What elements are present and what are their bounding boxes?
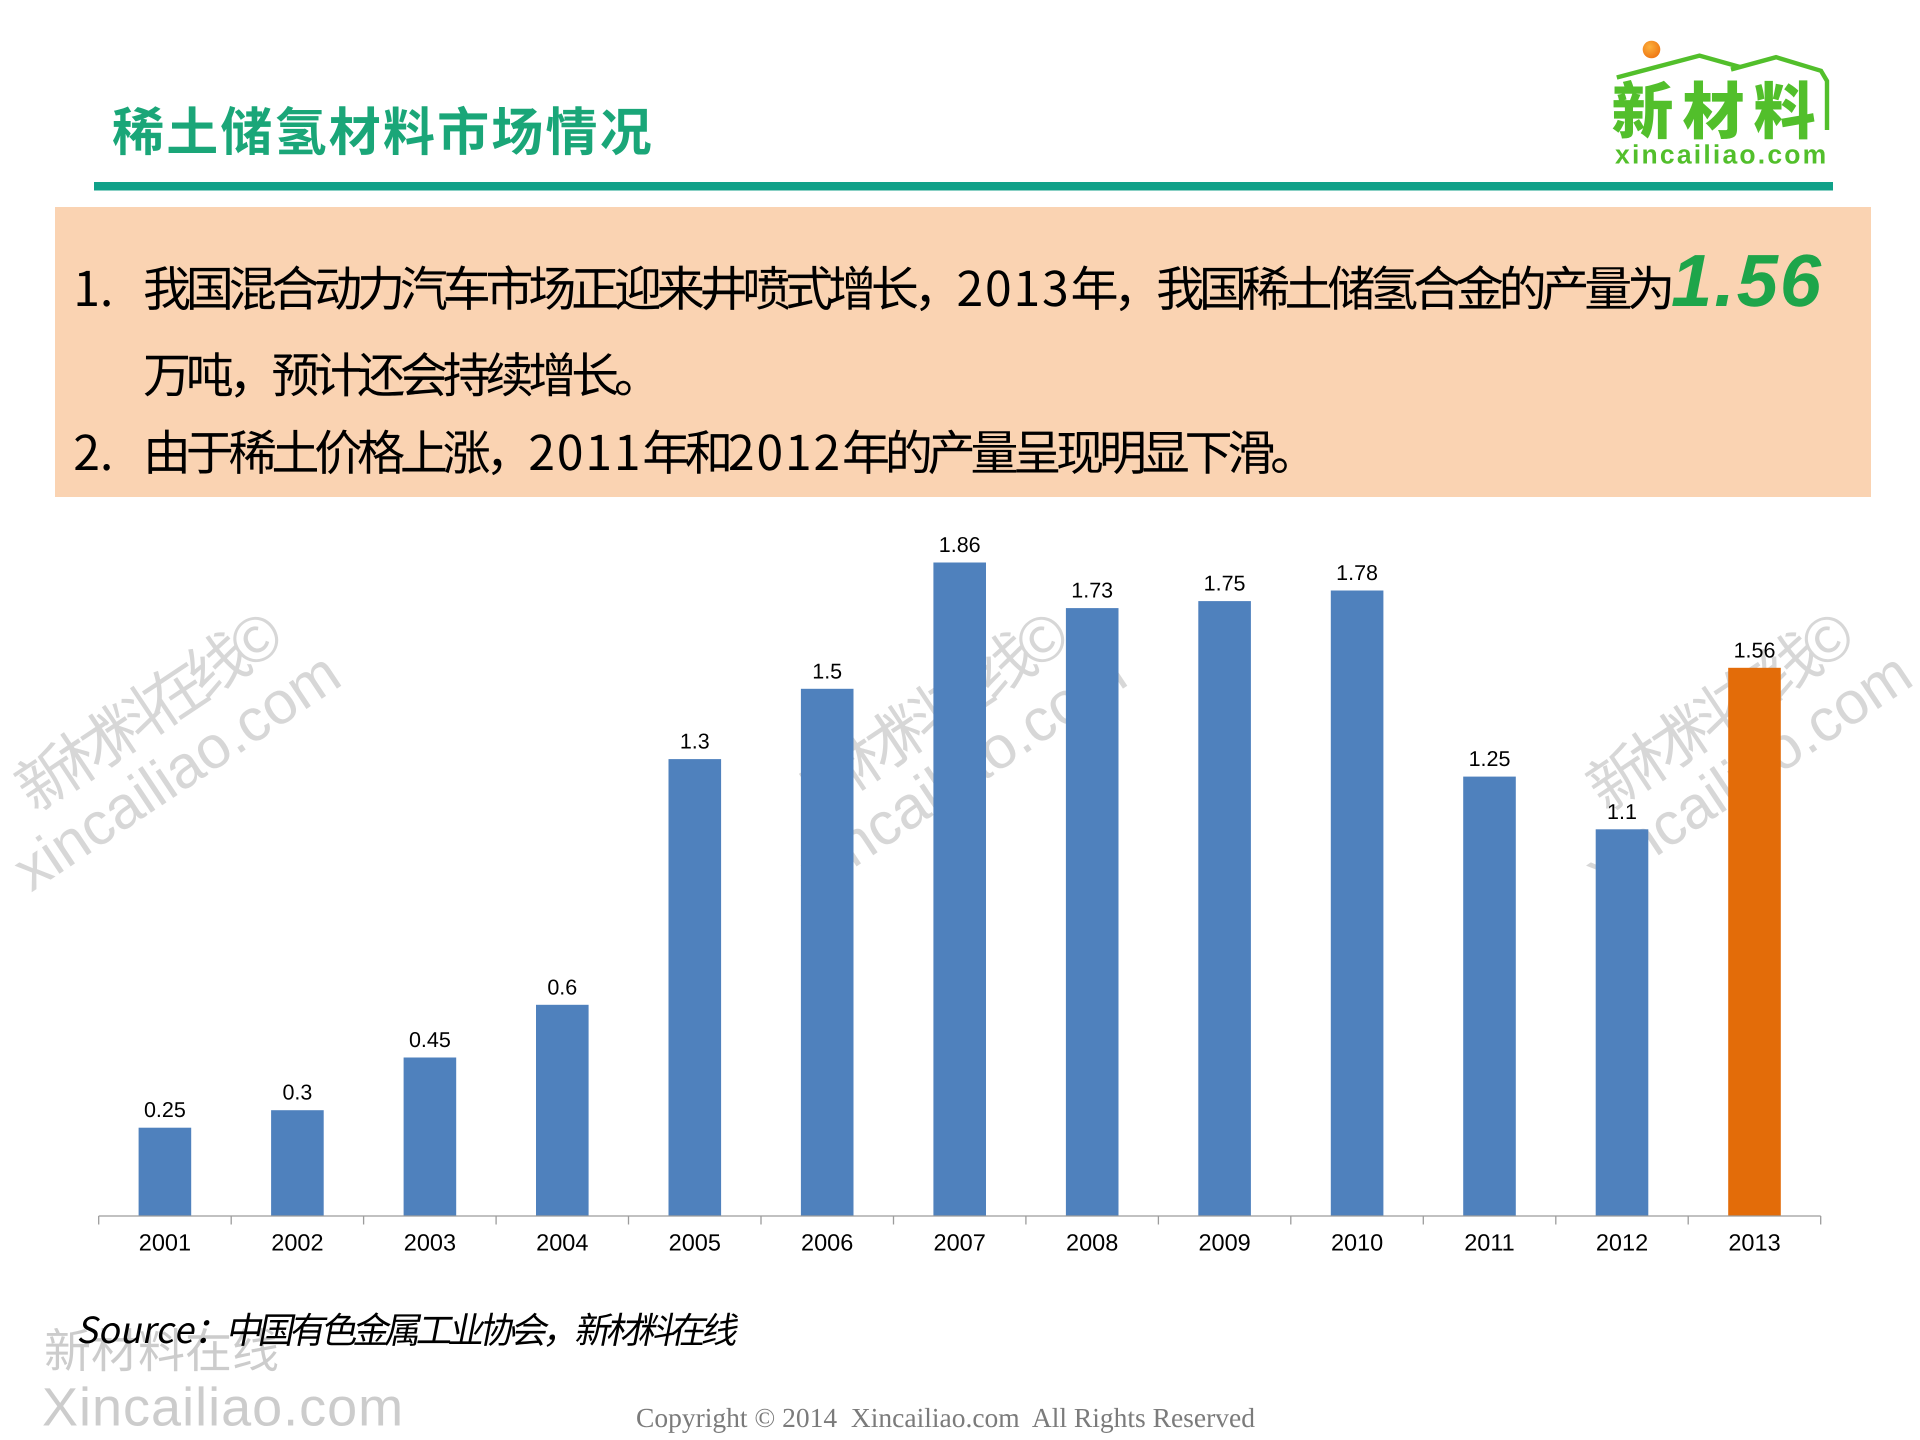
svg-text:2004: 2004 — [536, 1230, 588, 1256]
svg-text:1.75: 1.75 — [1204, 572, 1246, 596]
svg-text:0.6: 0.6 — [547, 975, 577, 999]
svg-text:2007: 2007 — [934, 1230, 986, 1256]
svg-text:2008: 2008 — [1066, 1230, 1118, 1256]
svg-text:1.56: 1.56 — [1671, 239, 1823, 322]
svg-text:0.3: 0.3 — [282, 1081, 312, 1105]
svg-text:2013: 2013 — [1728, 1230, 1780, 1256]
svg-text:2001: 2001 — [139, 1230, 191, 1256]
svg-text:1.56: 1.56 — [1734, 638, 1776, 662]
svg-text:2005: 2005 — [669, 1230, 721, 1256]
svg-text:2003: 2003 — [404, 1230, 456, 1256]
svg-text:1.78: 1.78 — [1336, 561, 1378, 585]
svg-text:1.25: 1.25 — [1469, 747, 1511, 771]
svg-text:xincailiao.com: xincailiao.com — [1615, 140, 1828, 170]
svg-text:Xincailiao.com: Xincailiao.com — [42, 1378, 404, 1438]
svg-text:Copyright © 2014 Xincailiao.c: Copyright © 2014 Xincailiao.com All Righ… — [636, 1402, 1255, 1433]
svg-text:0.25: 0.25 — [144, 1098, 186, 1122]
svg-text:0.45: 0.45 — [409, 1028, 451, 1052]
svg-text:1.5: 1.5 — [812, 659, 842, 683]
svg-text:2009: 2009 — [1198, 1230, 1250, 1256]
svg-text:2002: 2002 — [271, 1230, 323, 1256]
svg-text:1.1: 1.1 — [1607, 800, 1637, 824]
svg-text:2012: 2012 — [1596, 1230, 1648, 1256]
svg-text:2010: 2010 — [1331, 1230, 1383, 1256]
svg-text:1.3: 1.3 — [680, 730, 710, 754]
svg-text:2006: 2006 — [801, 1230, 853, 1256]
svg-text:2011: 2011 — [1464, 1230, 1515, 1256]
svg-text:1.86: 1.86 — [939, 533, 981, 557]
svg-text:1.73: 1.73 — [1071, 579, 1113, 603]
